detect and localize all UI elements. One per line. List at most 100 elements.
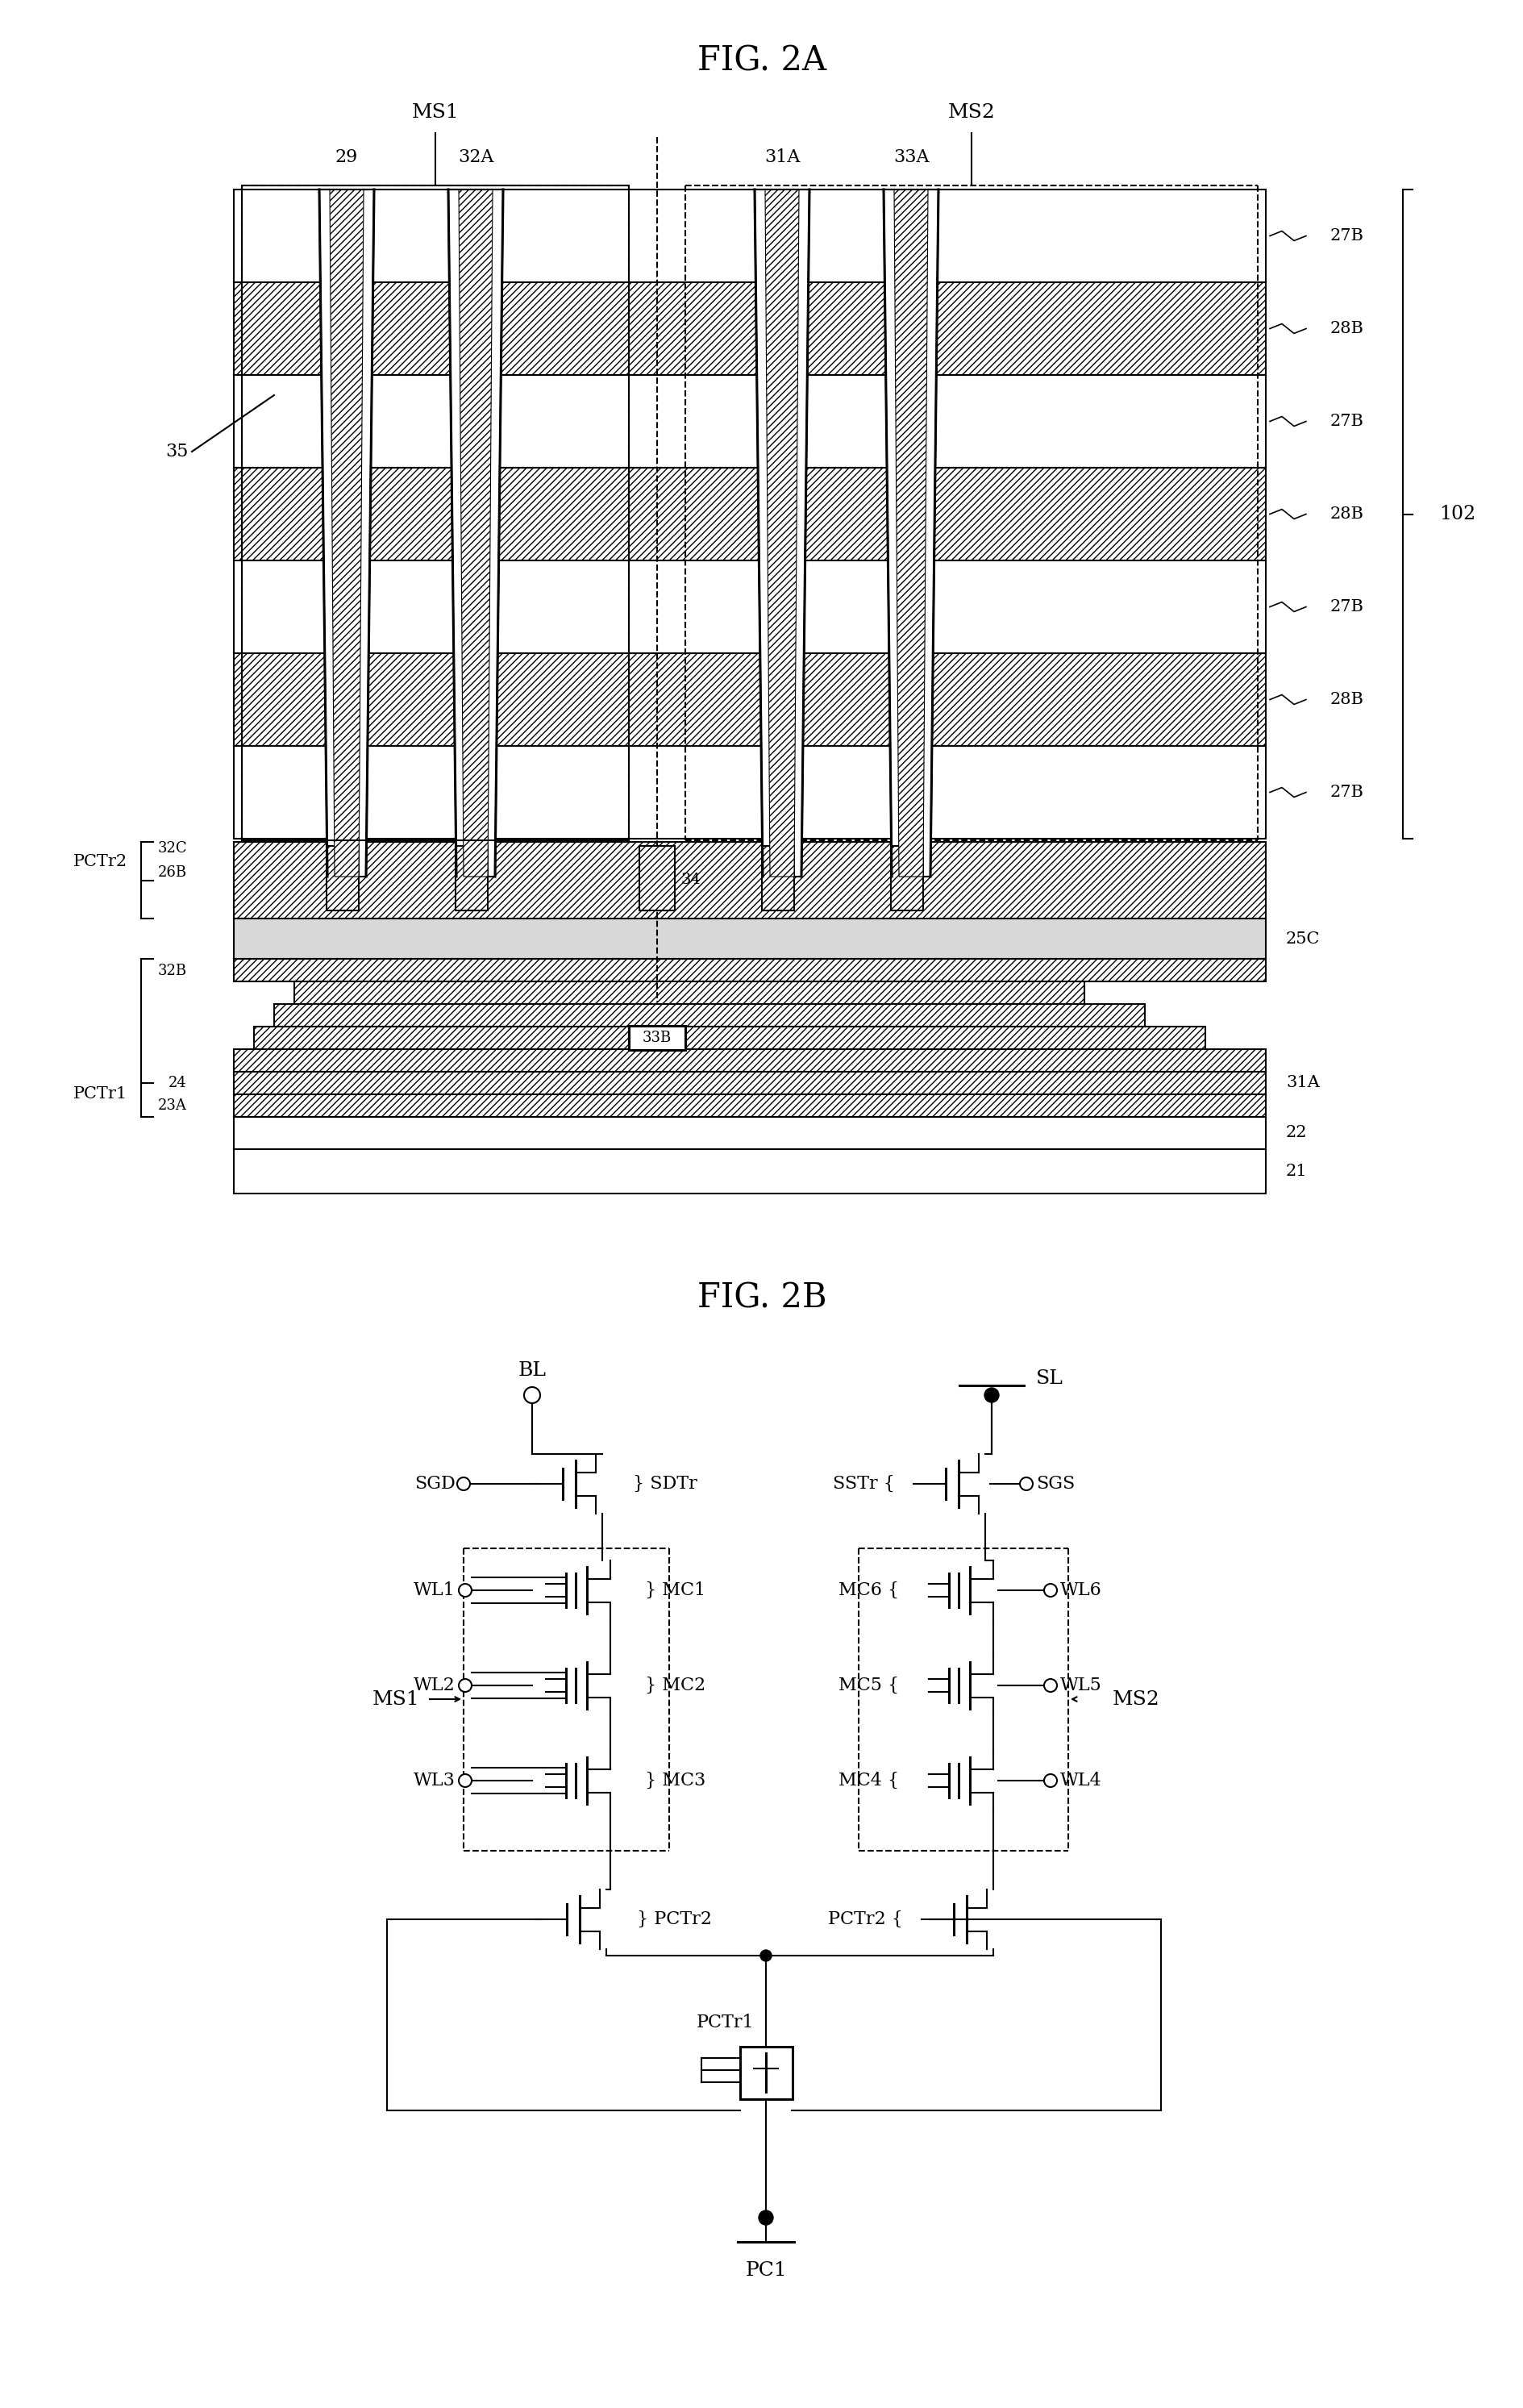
Text: SSTr {: SSTr { [833,1476,894,1493]
Circle shape [1043,1678,1057,1693]
Text: 31A: 31A [763,149,800,166]
Polygon shape [320,190,375,877]
Text: 26B: 26B [158,864,187,879]
Text: MS2: MS2 [947,104,995,123]
Text: SGS: SGS [1036,1476,1074,1493]
Circle shape [458,1678,472,1693]
Circle shape [457,1479,469,1491]
Text: 28B: 28B [1330,506,1363,523]
Text: WL5: WL5 [1060,1676,1101,1695]
Text: 28B: 28B [1330,691,1363,708]
Text: MC4 {: MC4 { [838,1772,899,1789]
Text: 102: 102 [1438,506,1474,523]
Bar [233,282,1266,376]
Text: WL1: WL1 [414,1582,455,1599]
Text: MC6 {: MC6 { [838,1582,899,1599]
Circle shape [984,1387,999,1401]
Polygon shape [448,190,503,877]
Circle shape [760,1950,771,1960]
Bar [254,1026,1205,1050]
Text: } MC2: } MC2 [644,1676,705,1695]
Text: 33B: 33B [643,1031,672,1045]
Polygon shape [894,190,928,877]
Bar [274,1004,1144,1026]
Bar [233,1117,1266,1149]
Bar [233,1149,1266,1194]
Text: 22: 22 [1285,1125,1307,1141]
Text: FIG. 2A: FIG. 2A [698,43,825,77]
Polygon shape [329,190,364,877]
Bar [740,2047,792,2100]
Bar [233,843,1266,917]
Text: 32C: 32C [157,840,187,855]
Bar [455,845,487,910]
Text: 21: 21 [1285,1163,1307,1180]
Text: } PCTr2: } PCTr2 [637,1910,711,1929]
Text: MC5 {: MC5 { [838,1676,899,1695]
Text: 27B: 27B [1330,414,1363,429]
Bar [233,467,1266,561]
Bar [233,653,1266,746]
Bar [233,958,1266,982]
Text: WL2: WL2 [414,1676,455,1695]
Text: BL: BL [518,1361,545,1380]
Text: PCTr1: PCTr1 [73,1086,128,1103]
Bar [233,190,1266,282]
Text: 27B: 27B [1330,600,1363,614]
Bar [891,845,923,910]
Text: PCTr1: PCTr1 [696,2013,754,2032]
Text: SGD: SGD [414,1476,455,1493]
Circle shape [1043,1584,1057,1597]
Text: WL6: WL6 [1060,1582,1101,1599]
Text: MS2: MS2 [1112,1690,1159,1707]
Bar [233,917,1266,958]
Circle shape [458,1775,472,1787]
Circle shape [758,2211,772,2225]
Text: WL3: WL3 [413,1772,455,1789]
Polygon shape [883,190,938,877]
Polygon shape [458,190,492,877]
Polygon shape [765,190,798,877]
Text: 32A: 32A [457,149,493,166]
Text: 27B: 27B [1330,785,1363,799]
Bar [233,1093,1266,1117]
Bar [233,1050,1266,1072]
Text: SL: SL [1036,1370,1063,1389]
Bar [640,845,675,910]
Text: 29: 29 [335,149,358,166]
Bar [762,845,793,910]
Text: 28B: 28B [1330,320,1363,337]
Bar [233,561,1266,653]
Text: MS1: MS1 [372,1690,419,1707]
Bar [233,1072,1266,1093]
Circle shape [524,1387,539,1404]
Text: 32B: 32B [158,963,187,978]
Text: } MC3: } MC3 [644,1772,705,1789]
Text: 31A: 31A [1285,1076,1319,1091]
Text: PC1: PC1 [745,2261,786,2280]
Polygon shape [754,190,809,877]
Text: 24: 24 [169,1076,187,1091]
Bar [326,845,358,910]
Bar [233,746,1266,838]
Bar [233,376,1266,467]
Text: } SDTr: } SDTr [632,1476,698,1493]
Text: MS1: MS1 [411,104,458,123]
Circle shape [1043,1775,1057,1787]
Circle shape [1019,1479,1033,1491]
Text: FIG. 2B: FIG. 2B [698,1281,825,1315]
Text: } MC1: } MC1 [644,1582,705,1599]
Bar [294,982,1084,1004]
Text: 23A: 23A [158,1098,187,1112]
Text: PCTr2 {: PCTr2 { [827,1910,903,1929]
Circle shape [458,1584,472,1597]
Text: 34: 34 [681,874,701,889]
Text: 27B: 27B [1330,229,1363,243]
Bar [242,185,629,840]
Text: 33A: 33A [892,149,929,166]
Text: 25C: 25C [1285,932,1319,946]
Bar [629,1026,685,1050]
Text: PCTr2: PCTr2 [73,855,128,869]
Text: 35: 35 [164,443,187,460]
Text: WL4: WL4 [1060,1772,1101,1789]
